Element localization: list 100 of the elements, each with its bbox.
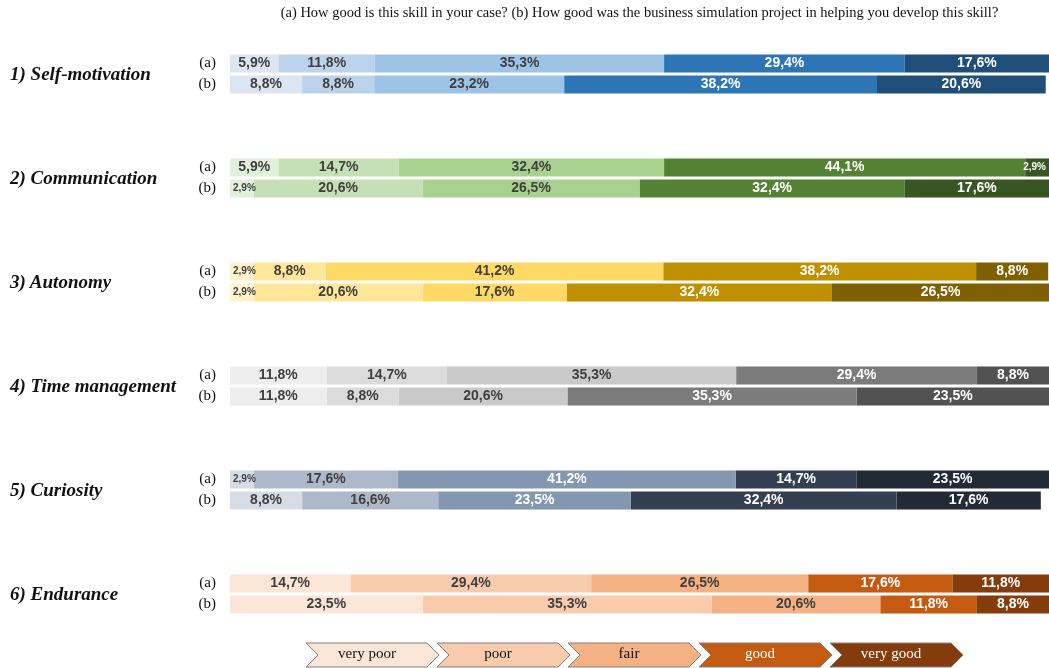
y-axis-title: 5) Curiosity [10,478,103,502]
bar [664,54,905,73]
bar [564,75,878,94]
data-label: 20,6% [463,387,504,404]
bar [877,75,1046,94]
text: very poor [337,645,397,662]
data-label: 35,3% [499,54,540,71]
data-label: 20,6% [318,179,359,196]
data-label: 17,6% [957,179,998,196]
data-label: 29,4% [836,366,877,383]
data-label: 23,2% [449,75,490,92]
y-axis-title: 4) Time management [10,374,177,398]
data-label: 5,9% [238,158,271,175]
data-label: 14,7% [318,158,359,175]
data-label: 23,5% [932,387,974,404]
data-label: 14,7% [366,366,408,383]
bar [808,574,953,593]
data-label: 8,8% [273,262,307,279]
data-label: 2,9% [233,286,256,298]
bar [856,387,1049,406]
data-label: 2,9% [233,265,256,277]
y-axis-title: 3) Autonomy [10,270,112,294]
y-tick-label: (a) [199,262,216,280]
data-label: 8,8% [250,491,283,508]
bar [278,158,399,177]
data-label: 11,8% [909,595,949,612]
data-label: 35,3% [571,366,612,383]
bar [422,283,567,302]
text: fair [617,645,641,662]
bar [736,366,977,385]
bar [374,75,565,94]
data-label: 23,5% [306,595,347,612]
bar [398,158,665,177]
data-label: 14,7% [776,470,817,487]
data-label: 23,5% [514,491,555,508]
bar [567,387,857,406]
data-label: 35,3% [692,387,733,404]
bar [422,179,640,198]
bar [639,179,905,198]
data-label: 8,8% [997,595,1030,612]
text: very good [859,645,923,662]
data-label: 17,6% [474,283,515,300]
data-label: 41,2% [547,470,588,487]
data-label: 8,8% [322,75,355,92]
bar [735,470,857,489]
data-label: 11,8% [258,387,299,404]
data-label: 8,8% [250,75,283,92]
y-tick-label: (a) [199,366,216,384]
bar [374,54,665,73]
y-tick-label: (a) [199,54,216,72]
data-label: 32,4% [743,491,785,508]
bar [325,262,664,281]
data-label: 8,8% [997,366,1030,383]
data-label: 26,5% [511,179,552,196]
data-label: 29,4% [764,54,805,71]
bar [566,283,832,302]
y-tick-label: (b) [198,75,216,93]
y-tick-label: (b) [198,491,216,509]
bar [711,595,881,614]
data-label: 32,4% [511,158,552,175]
data-label: 11,8% [981,574,1021,591]
data-label: 20,6% [318,283,359,300]
data-label: 32,4% [752,179,793,196]
bar [230,574,351,593]
data-label: 26,5% [679,574,721,591]
y-tick-label: (b) [198,595,216,613]
data-label: 20,6% [941,75,982,92]
bar [630,491,897,510]
data-label: 11,8% [258,366,299,383]
data-label: 2,9% [233,473,256,485]
data-label: 8,8% [996,262,1029,279]
data-label: 35,3% [547,595,588,612]
data-label: 44,1% [824,158,866,175]
data-label: 11,8% [307,54,347,71]
data-label: 29,4% [450,574,492,591]
data-label: 2,9% [233,182,256,194]
bar [831,283,1049,302]
y-tick-label: (b) [198,283,216,301]
y-tick-label: (b) [198,179,216,197]
bar [398,470,736,489]
text: good [744,645,776,662]
data-label: 38,2% [700,75,741,92]
bar [230,387,327,406]
bar [438,491,631,510]
data-label: 17,6% [860,574,901,591]
data-label: 20,6% [776,595,817,612]
bar [896,491,1041,510]
bar [856,470,1049,489]
data-label: 26,5% [920,283,961,300]
y-tick-label: (a) [199,158,216,176]
bar [230,595,423,614]
bar [230,366,327,385]
data-label: 8,8% [346,387,380,404]
chart-title: (a) How good is this skill in your case? (b) How good was the business simulation project in helping you develop this skill? [279,4,1000,21]
bar [591,574,809,593]
bar [880,595,977,614]
bar [350,574,592,593]
y-axis-title: 2) Communication [10,166,158,190]
data-label: 23,5% [932,470,974,487]
data-label: 41,2% [474,262,515,279]
